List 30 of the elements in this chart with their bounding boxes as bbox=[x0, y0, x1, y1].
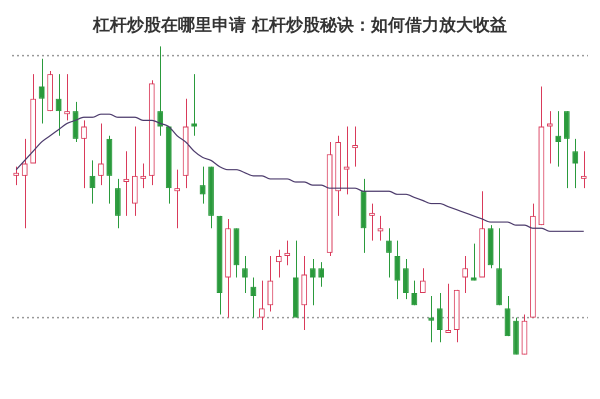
candlestick bbox=[462, 255, 468, 294]
candlestick bbox=[318, 262, 324, 288]
candlestick bbox=[572, 138, 578, 189]
candlestick bbox=[555, 110, 562, 168]
candlestick bbox=[98, 122, 104, 186]
candlestick bbox=[174, 169, 180, 229]
candlestick bbox=[56, 74, 62, 136]
candlestick bbox=[81, 120, 87, 189]
candlestick bbox=[436, 292, 443, 343]
candlestick bbox=[310, 258, 316, 306]
candlestick bbox=[378, 215, 384, 242]
candlestick bbox=[403, 258, 409, 300]
candlestick bbox=[259, 280, 265, 330]
candlestick bbox=[411, 280, 418, 306]
candlestick bbox=[276, 249, 282, 278]
candlestick bbox=[352, 126, 358, 168]
candlestick bbox=[420, 268, 426, 294]
candlestick bbox=[242, 255, 248, 294]
candlestick bbox=[386, 228, 392, 278]
candlestick bbox=[38, 58, 45, 124]
candlestick bbox=[64, 74, 70, 121]
candlestick bbox=[394, 240, 400, 300]
candlestick bbox=[369, 203, 375, 242]
candlestick bbox=[90, 160, 96, 204]
candlestick bbox=[200, 166, 206, 204]
candlestick bbox=[267, 255, 274, 312]
candlestick bbox=[22, 138, 28, 229]
chart-title: 杠杆炒股在哪里申请 杠杆炒股秘诀：如何借力放大收益 bbox=[92, 16, 507, 36]
candlestick bbox=[250, 277, 256, 318]
candlestick bbox=[344, 126, 350, 195]
